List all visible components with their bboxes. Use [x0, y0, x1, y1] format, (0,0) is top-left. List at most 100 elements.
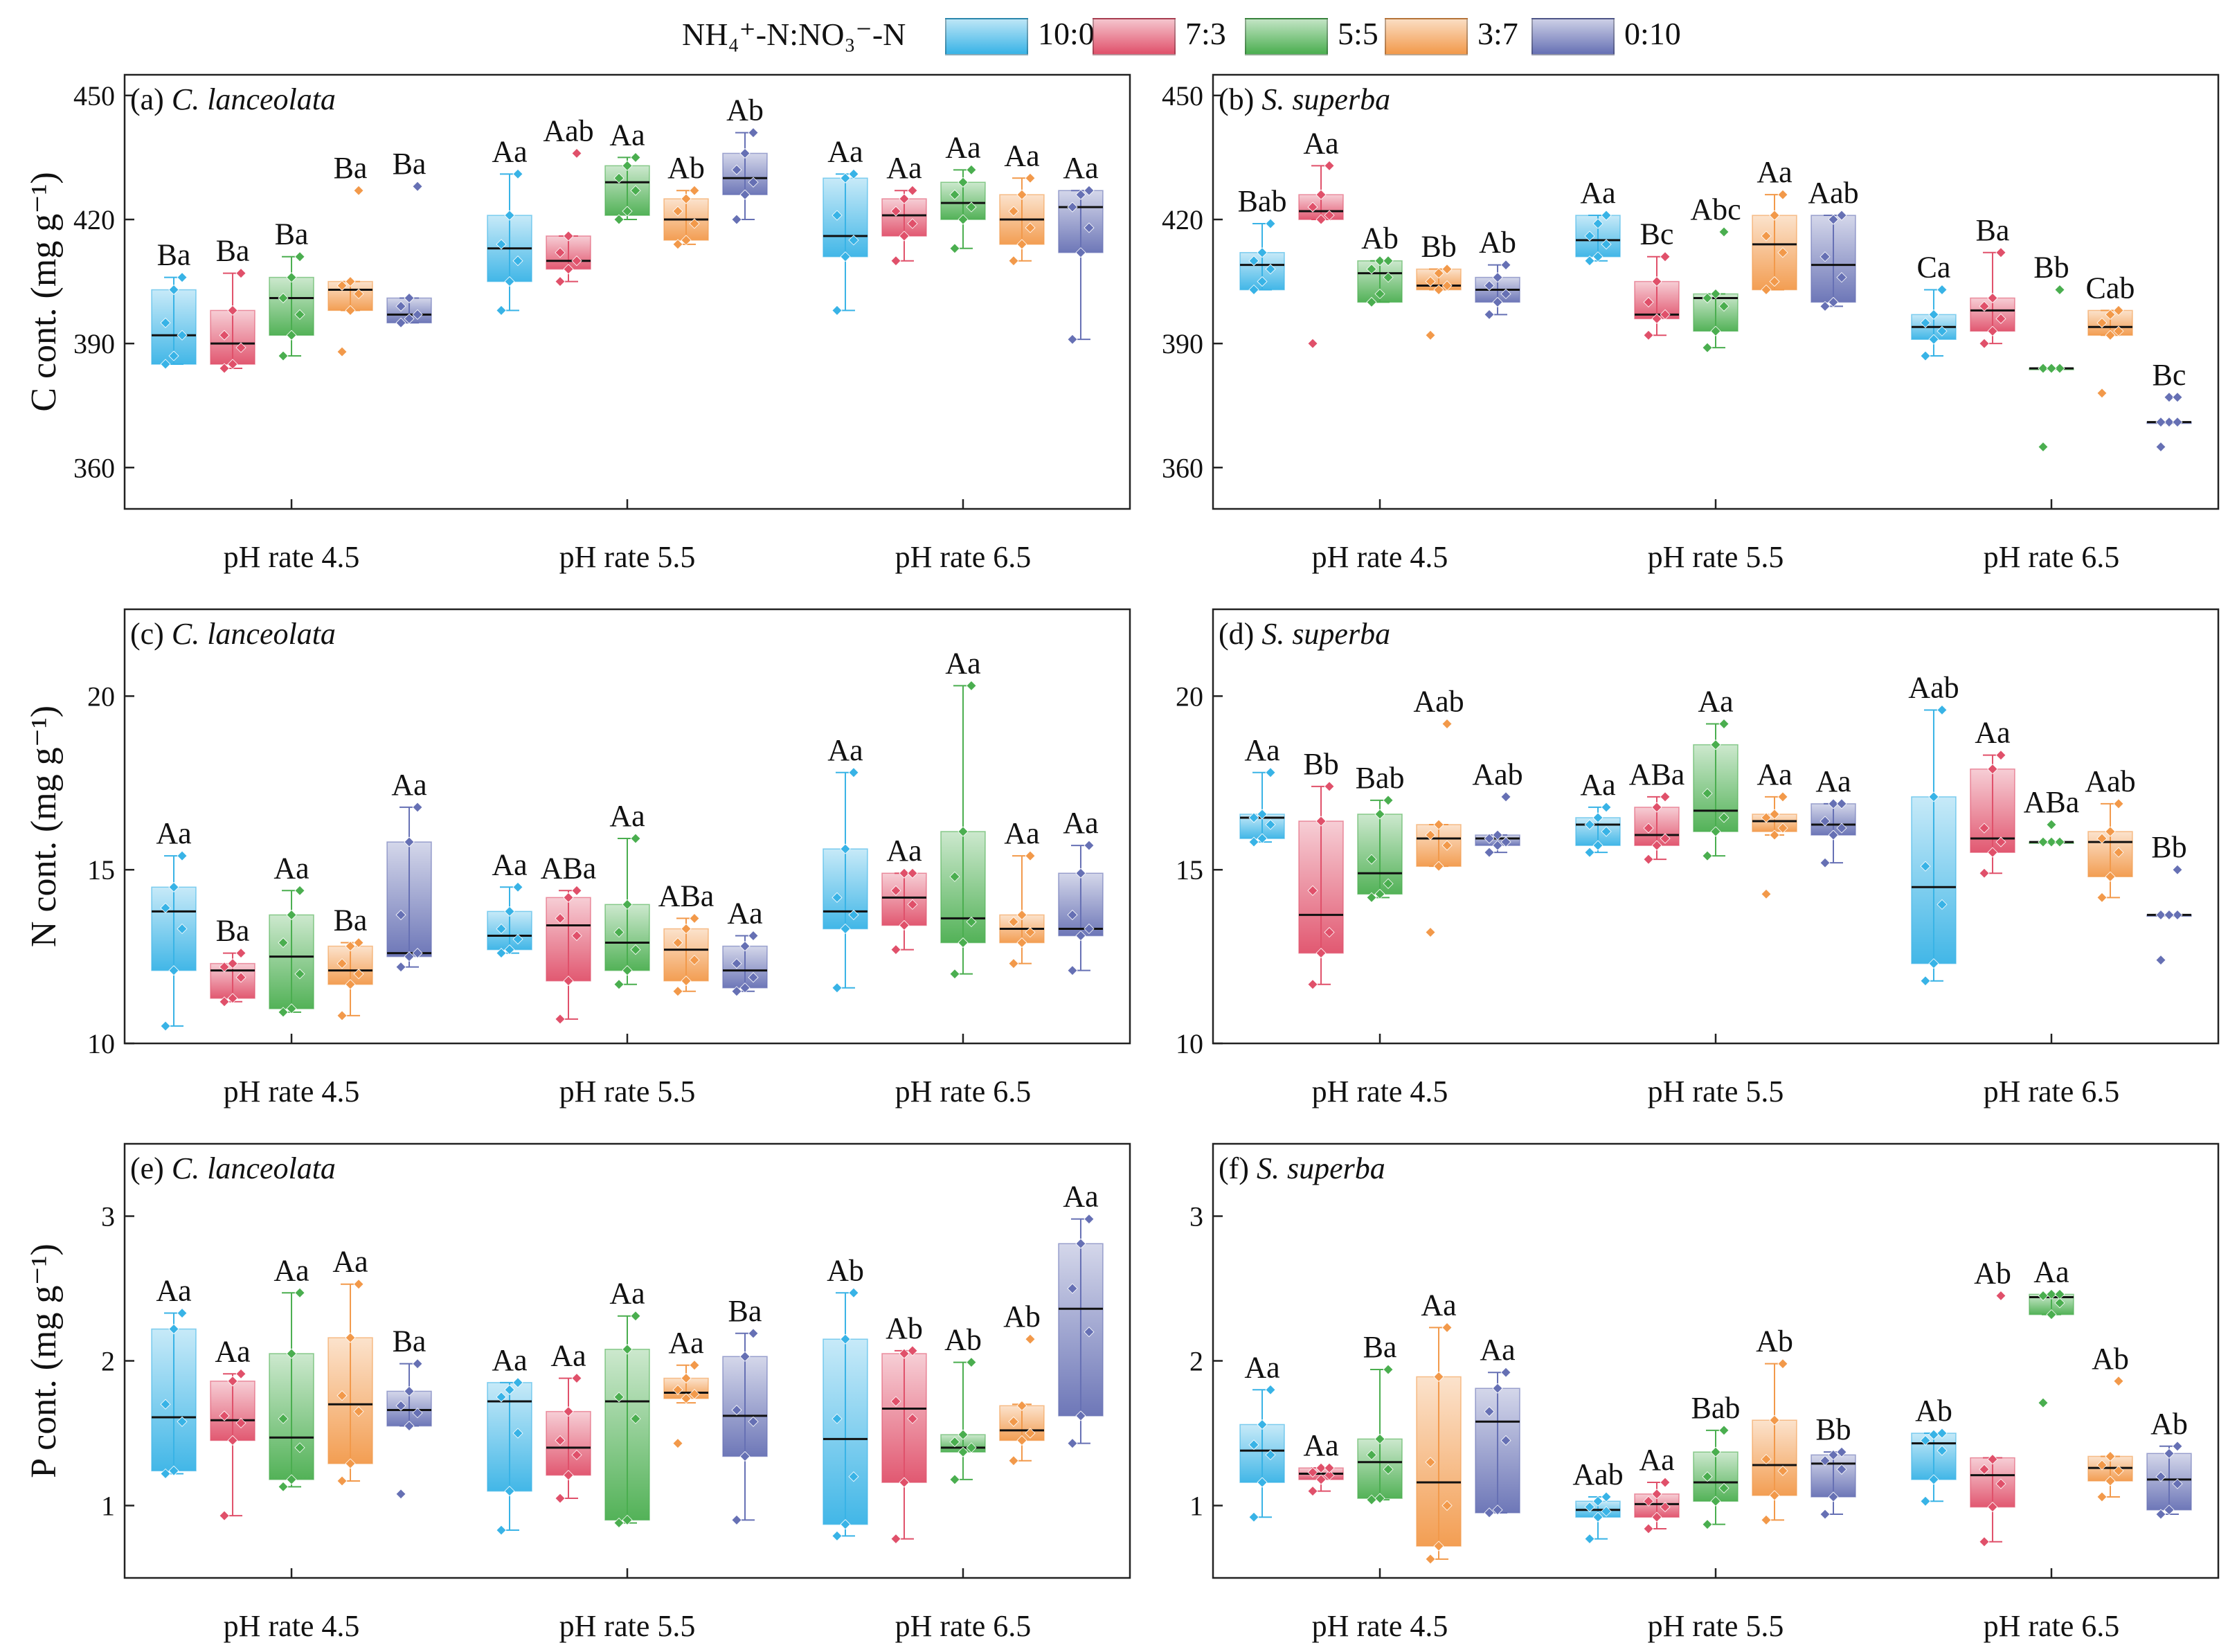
data-point — [2096, 388, 2108, 399]
box-1: Bc — [1634, 217, 1680, 341]
box-iqr — [1058, 872, 1104, 937]
data-point — [2155, 1509, 2166, 1520]
box-4: Ab — [2146, 1407, 2192, 1520]
box-iqr — [327, 1337, 373, 1464]
significance-label: Bb — [1421, 230, 1456, 264]
data-point — [404, 292, 415, 304]
box-iqr — [1811, 215, 1856, 303]
data-point — [1248, 812, 1259, 823]
data-point — [160, 1468, 171, 1480]
data-point — [848, 168, 859, 179]
box-iqr — [210, 1381, 255, 1442]
data-point — [1710, 826, 1721, 837]
data-point — [1820, 857, 1831, 868]
significance-label: Bc — [1640, 217, 1674, 251]
data-point — [949, 1436, 960, 1448]
data-point — [1718, 226, 1730, 237]
significance-label: Aa — [1004, 138, 1039, 172]
data-point — [1492, 1505, 1503, 1516]
box-4: Aa — [1058, 151, 1104, 345]
data-point — [1500, 791, 1511, 802]
data-point — [848, 767, 859, 778]
box-2: Aa — [269, 851, 314, 1018]
data-point — [1500, 288, 1511, 300]
data-point — [1584, 1502, 1595, 1513]
data-point — [907, 1413, 918, 1424]
data-point — [1584, 255, 1595, 267]
data-point — [2054, 363, 2065, 374]
data-point — [1366, 264, 1377, 275]
panel-species: S. superba — [1261, 617, 1390, 651]
data-point — [1937, 325, 1948, 336]
data-point — [1315, 214, 1327, 225]
data-point — [563, 976, 574, 987]
box-2: Abc — [1690, 192, 1741, 353]
data-point — [1425, 330, 1436, 341]
panel-2: (c) C. lanceolata 10 15 20 N cont. (mg g⁻¹) p… — [24, 608, 1131, 1108]
box-0: Aa — [1239, 1350, 1285, 1523]
data-point — [681, 193, 692, 204]
box-iqr — [2146, 1453, 2192, 1511]
data-point — [1718, 812, 1730, 823]
data-point — [1769, 276, 1780, 287]
data-point — [1987, 325, 1998, 336]
box-iqr — [823, 1338, 868, 1525]
significance-label: Aa — [273, 851, 309, 885]
data-point — [1702, 292, 1713, 304]
data-point — [563, 231, 574, 242]
box-0: Aa — [151, 816, 197, 1032]
box-2: Ab — [1357, 222, 1403, 307]
data-point — [748, 127, 759, 138]
significance-label: Aa — [727, 897, 762, 931]
data-point — [286, 272, 297, 283]
y-tick-label: 2 — [101, 1346, 115, 1377]
box-0: Aa — [823, 134, 868, 316]
data-point — [1500, 1367, 1511, 1378]
data-point — [1660, 1502, 1671, 1513]
box-iqr — [881, 1353, 927, 1483]
data-point — [1820, 251, 1831, 262]
x-category-label: pH rate 5.5 — [1648, 1075, 1784, 1108]
box-0: Ba — [151, 238, 197, 370]
data-point — [622, 1514, 633, 1525]
data-point — [1257, 833, 1268, 844]
significance-label: Aab — [543, 114, 593, 147]
box-3: Ab — [999, 1300, 1045, 1466]
box-iqr — [151, 1328, 197, 1472]
data-point — [949, 1474, 960, 1485]
box-iqr — [722, 1356, 768, 1457]
data-point — [1987, 292, 1998, 304]
data-point — [1307, 1486, 1318, 1497]
data-point — [1987, 847, 1998, 858]
data-point — [672, 1438, 683, 1449]
data-point — [1920, 350, 1931, 361]
data-point — [613, 172, 625, 183]
x-category-label: pH rate 5.5 — [559, 1075, 696, 1108]
data-point — [832, 982, 843, 994]
data-point — [1987, 1502, 1998, 1513]
box-1: Aab — [543, 114, 594, 287]
box-1: Aa — [1970, 716, 2015, 879]
data-point — [345, 305, 356, 316]
data-point — [1643, 330, 1654, 341]
data-point — [336, 958, 348, 969]
data-point — [890, 1396, 901, 1407]
x-category-label: pH rate 6.5 — [895, 1609, 1032, 1643]
data-point — [949, 243, 960, 254]
data-point — [2172, 1441, 2183, 1452]
data-point — [2113, 1376, 2124, 1387]
data-point — [2172, 417, 2183, 428]
data-point — [1987, 764, 1998, 775]
data-point — [1257, 1419, 1268, 1430]
data-point — [899, 1348, 910, 1359]
data-point — [512, 933, 523, 945]
data-point — [1265, 1384, 1276, 1395]
data-point — [235, 972, 246, 983]
box-3: Ba — [327, 151, 373, 357]
data-point — [907, 185, 918, 196]
data-point — [1592, 812, 1603, 823]
data-point — [1492, 272, 1503, 283]
data-point — [1374, 809, 1385, 820]
box-iqr — [1970, 768, 2015, 853]
data-point — [731, 1514, 742, 1525]
